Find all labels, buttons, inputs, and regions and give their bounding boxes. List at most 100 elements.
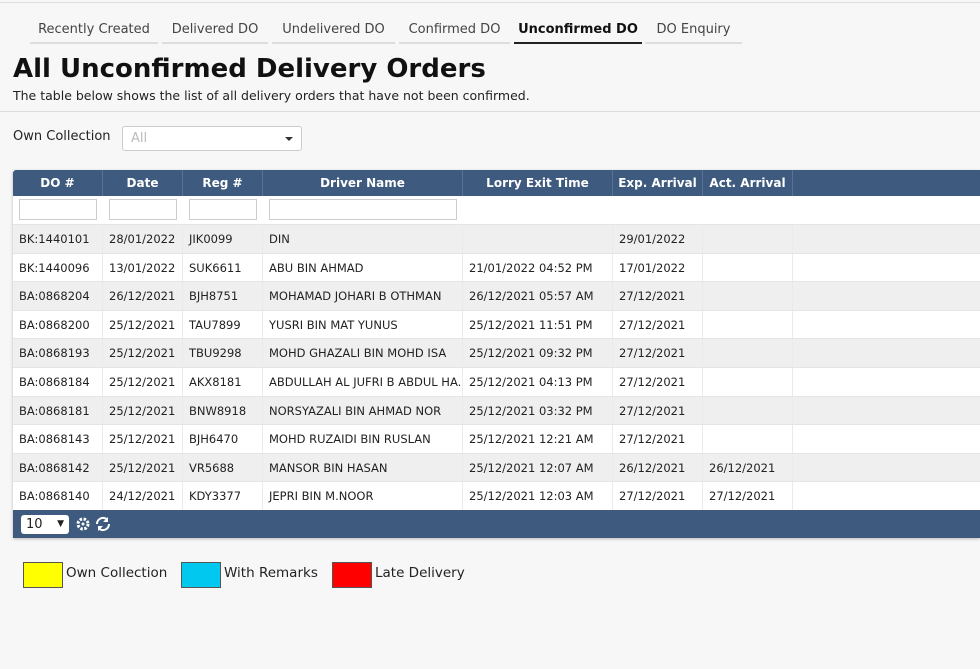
table-cell: TAU7899 [183,310,263,339]
table-cell: 27/12/2021 [613,339,703,368]
column-header[interactable]: DO # [13,170,103,196]
table-row[interactable]: BA:0868204 26/12/2021 BJH8751 MOHAMAD JOHAR… [13,281,980,311]
column-header[interactable]: Reg # [183,170,263,196]
table-cell: TBU9298 [183,339,263,368]
table-cell: BK:1440101 [13,225,103,253]
table-cell [703,253,793,282]
table-cell: 26/12/2021 05:57 AM [463,282,613,311]
data-grid: DO # Date Reg # Driver Name Lorry Exit Time E… [13,170,980,538]
filter-input[interactable] [19,199,97,220]
table-cell [703,368,793,396]
table-cell: 21/01/2022 04:52 PM [463,253,613,282]
table-cell: 25/12/2021 [103,339,183,368]
tab[interactable]: Undelivered DO [272,18,395,44]
table-cell: 25/12/2021 11:51 PM [463,310,613,339]
table-cell [703,425,793,454]
table-cell [703,225,793,253]
table-cell [703,282,793,311]
table-cell: 27/12/2021 [613,482,703,511]
table-cell: DIN [263,225,463,253]
table-cell: MOHD GHAZALI BIN MOHD ISA [263,339,463,368]
table-cell [703,339,793,368]
filter-input[interactable] [269,199,457,220]
table-cell: AKX8181 [183,368,263,396]
tab[interactable]: Delivered DO [162,18,268,44]
table-cell: BNW8918 [183,396,263,425]
table-cell: 26/12/2021 [103,282,183,311]
table-cell: SUK6611 [183,253,263,282]
refresh-icon[interactable] [95,516,111,532]
table-cell: BJH6470 [183,425,263,454]
legend-label: Own Collection [66,565,168,581]
filter-label: Own Collection [13,129,111,144]
table-row[interactable]: BA:0868142 25/12/2021 VR5688 MANSOR BIN HAS… [13,452,980,482]
legend-swatch [181,562,221,588]
filter-select[interactable]: All [122,126,302,151]
table-cell [703,396,793,425]
table-cell: 13/01/2022 [103,253,183,282]
tab[interactable]: DO Enquiry [645,18,742,44]
table-cell: 26/12/2021 [703,453,793,482]
table-cell: MOHD RUZAIDI BIN RUSLAN [263,425,463,454]
table-cell: 17/01/2022 [613,253,703,282]
table-row[interactable]: BK:1440096 13/01/2022 SUK6611 ABU BIN AHMAD… [13,252,980,282]
table-row[interactable]: BA:0868200 25/12/2021 TAU7899 YUSRI BIN MAT… [13,309,980,339]
table-cell: 25/12/2021 04:13 PM [463,368,613,396]
table-cell: 24/12/2021 [103,482,183,511]
page-size-select[interactable]: 10 ▼ [21,515,69,534]
tab[interactable]: Confirmed DO [399,18,510,44]
table-row[interactable]: BA:0868143 25/12/2021 BJH6470 MOHD RUZAIDI … [13,424,980,454]
filter-input[interactable] [109,199,177,220]
column-header[interactable]: Driver Name [263,170,463,196]
legend-label: Late Delivery [375,565,465,581]
table-cell: BK:1440096 [13,253,103,282]
page-subtitle: The table below shows the list of all de… [13,88,530,103]
table-header: DO # Date Reg # Driver Name Lorry Exit Time E… [13,170,980,196]
table-cell: 27/12/2021 [613,310,703,339]
table-cell: 28/01/2022 [103,225,183,253]
column-header[interactable]: Act. Arrival [703,170,793,196]
table-cell: 29/01/2022 [613,225,703,253]
settings-icon[interactable] [76,517,90,531]
page-size: 10 [26,517,43,532]
table-cell [703,310,793,339]
table-row[interactable]: BA:0868140 24/12/2021 KDY3377 JEPRI BIN M.N… [13,481,980,511]
table-cell: MANSOR BIN HASAN [263,453,463,482]
footer-icons [76,516,111,532]
table-cell: 25/12/2021 [103,425,183,454]
table-cell: 27/12/2021 [613,425,703,454]
table-cell: BA:0868200 [13,310,103,339]
table-cell: JEPRI BIN M.NOOR [263,482,463,511]
table-cell: 27/12/2021 [703,482,793,511]
table-row[interactable]: BA:0868184 25/12/2021 AKX8181 ABDULLAH AL J… [13,367,980,396]
column-header[interactable]: Lorry Exit Time [463,170,613,196]
tab[interactable]: Recently Created [30,18,158,44]
table-cell: BA:0868184 [13,368,103,396]
table-cell: BA:0868204 [13,282,103,311]
table-cell: BA:0868142 [13,453,103,482]
table-cell: 25/12/2021 03:32 PM [463,396,613,425]
table-cell: BA:0868193 [13,339,103,368]
table-cell: 26/12/2021 [613,453,703,482]
table-cell: BA:0868143 [13,425,103,454]
table-cell: ABDULLAH AL JUFRI B ABDUL HA... [263,368,463,396]
table-cell: MOHAMAD JOHARI B OTHMAN [263,282,463,311]
table-cell: 25/12/2021 12:21 AM [463,425,613,454]
table-row[interactable]: BA:0868181 25/12/2021 BNW8918 NORSYAZALI BI… [13,395,980,425]
table-row[interactable]: BA:0868193 25/12/2021 TBU9298 MOHD GHAZALI … [13,338,980,368]
column-header[interactable]: Date [103,170,183,196]
filter-input[interactable] [189,199,257,220]
column-header[interactable]: Exp. Arrival [613,170,703,196]
table-cell: BA:0868181 [13,396,103,425]
legend-swatch [332,562,372,588]
table-row[interactable]: BK:1440101 28/01/2022 JIK0099 DIN 29/01/2022 [13,224,980,253]
table-cell: 25/12/2021 09:32 PM [463,339,613,368]
divider [0,2,980,3]
tab[interactable]: Unconfirmed DO [514,18,642,44]
table-cell: 25/12/2021 12:07 AM [463,453,613,482]
grid-footer: 10 ▼ [13,510,980,538]
divider [0,111,980,112]
table-cell: YUSRI BIN MAT YUNUS [263,310,463,339]
page-title: All Unconfirmed Delivery Orders [13,54,486,84]
